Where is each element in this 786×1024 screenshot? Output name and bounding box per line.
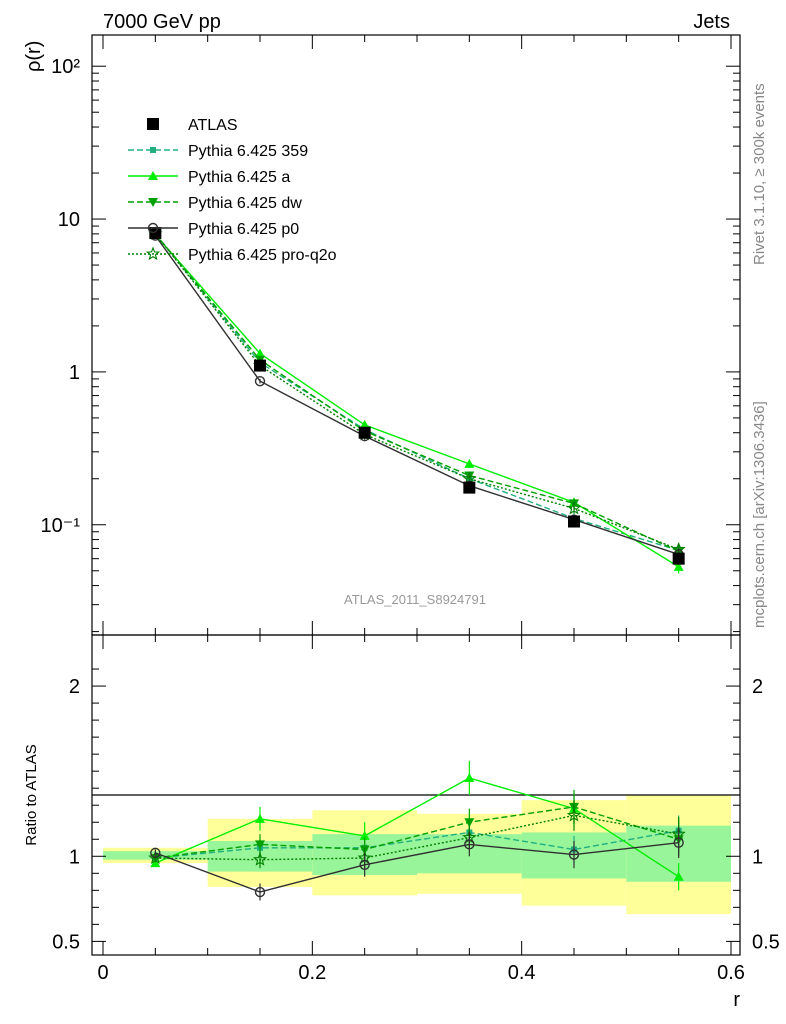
ratio-point-pa [673, 871, 684, 881]
ratio-point-pp0 [359, 859, 370, 870]
ratio-point-pp0 [150, 847, 161, 859]
legend-marker [147, 222, 159, 234]
ratio-y-tick-label: 0.5 [52, 931, 80, 953]
point-atlas [463, 481, 476, 494]
point-atlas [672, 552, 685, 565]
main-y-tick-label: 1 [69, 362, 80, 384]
ratio-line-pp0 [155, 842, 679, 893]
ratio-ticks: 0 0.2 0.4 0.6 0.5 0.5 1 1 2 2 [52, 635, 780, 984]
series-pq2o [148, 226, 686, 556]
main-series [148, 226, 686, 574]
ratio-y-tick-label-right: 2 [752, 676, 763, 698]
line-p359 [154, 233, 679, 552]
main-ticks: 10⁻¹ 1 10 10² [41, 35, 740, 635]
header-right-title: Jets [693, 11, 730, 33]
ratio-point-pdw [255, 840, 265, 850]
legend-label: Pythia 6.425 p0 [188, 221, 299, 238]
ratio-series-pp0 [150, 827, 684, 901]
ratio-series [148, 760, 686, 901]
ratio-y-tick-label: 2 [69, 676, 80, 698]
header-left-title: 7000 GeV pp [103, 11, 221, 33]
main-watermark: ATLAS_2011_S8924791 [344, 592, 486, 607]
series-pp0 [150, 230, 684, 561]
ratio-point-pq2o [566, 807, 582, 822]
ratio-frame [91, 634, 741, 956]
legend-label: Pythia 6.425 359 [188, 143, 308, 160]
x-tick-label: 0 [97, 962, 108, 984]
main-y-axis-label: ρ(r) [23, 41, 45, 72]
point-pa [359, 419, 370, 429]
ratio-point-pp0 [254, 886, 266, 898]
point-pa [255, 348, 265, 358]
series-p359 [152, 230, 682, 557]
point-atlas [254, 359, 266, 372]
point-atlas [358, 426, 371, 439]
ratio-line-p359 [155, 830, 679, 859]
ratio-point-pq2o [252, 852, 268, 866]
ratio-point-pa [464, 772, 475, 782]
rivet-label: Rivet 3.1.10, ≥ 300k events [751, 83, 768, 265]
legend-entry-pp0: Pythia 6.425 p0 [128, 221, 299, 238]
ratio-line-pa [155, 777, 680, 878]
series-pdw [150, 229, 684, 558]
x-axis-label: r [733, 989, 740, 1011]
ratio-point-pp0 [568, 849, 580, 860]
legend-marker [147, 118, 159, 130]
line-pdw [154, 233, 679, 552]
legend-marker [150, 147, 156, 153]
point-atlas [568, 515, 580, 528]
ratio-point-pq2o [148, 850, 163, 865]
legend-label: Pythia 6.425 dw [188, 195, 302, 212]
main-y-tick-label: 10 [58, 209, 80, 231]
main-y-tick-label: 10² [51, 56, 80, 78]
point-atlas [149, 227, 162, 240]
legend-label: ATLAS [188, 117, 238, 134]
legend-marker [148, 171, 158, 180]
line-pq2o [154, 233, 679, 551]
legend-entry-atlas: ATLAS [147, 117, 238, 134]
legend-entry-pdw: Pythia 6.425 dw [128, 195, 302, 212]
main-y-tick-label: 10⁻¹ [41, 515, 81, 537]
mcplots-label: mcplots.cern.ch [arXiv:1306.3436] [751, 401, 768, 628]
legend: ATLAS Pythia 6.425 359 Pythia 6.425 a Pythi… [128, 117, 337, 264]
line-pp0 [154, 235, 679, 556]
ratio-point-pa [359, 830, 370, 840]
legend-entry-pq2o: Pythia 6.425 pro-q2o [128, 246, 337, 264]
legend-marker [148, 198, 158, 207]
legend-entry-p359: Pythia 6.425 359 [128, 143, 308, 160]
ratio-point-pa [255, 813, 265, 823]
ratio-y-tick-label-right: 1 [752, 846, 763, 868]
legend-label: Pythia 6.425 pro-q2o [188, 247, 337, 264]
ratio-y-tick-label-right: 0.5 [752, 931, 780, 953]
ratio-plot-panel: 0 0.2 0.4 0.6 0.5 0.5 1 1 2 2 Ratio to ATLAS r [23, 634, 780, 1011]
point-pq2o [566, 500, 582, 515]
x-tick-label: 0.2 [298, 962, 326, 984]
main-plot-panel: ATLAS_2011_S8924791 10⁻¹ 1 10 10² ATLAS Pyth… [23, 34, 741, 636]
x-tick-label: 0.4 [508, 962, 536, 984]
line-pa [154, 234, 680, 568]
ratio-y-axis-label: Ratio to ATLAS [23, 744, 40, 845]
ratio-point-pp0 [464, 839, 475, 850]
series-atlas [149, 227, 685, 565]
point-pa [673, 561, 684, 571]
legend-marker [145, 246, 161, 261]
ratio-point-pp0 [673, 837, 684, 848]
point-pp0 [254, 375, 266, 387]
legend-label: Pythia 6.425 a [188, 169, 290, 186]
x-tick-label: 0.6 [717, 962, 745, 984]
ratio-y-tick-label: 1 [69, 846, 80, 868]
ratio-line-pdw [155, 806, 679, 859]
ratio-line-pq2o [155, 814, 679, 861]
series-pa [150, 229, 684, 574]
ratio-point-pdw [464, 818, 475, 828]
legend-entry-pa: Pythia 6.425 a [128, 169, 290, 186]
point-pa [464, 458, 475, 468]
